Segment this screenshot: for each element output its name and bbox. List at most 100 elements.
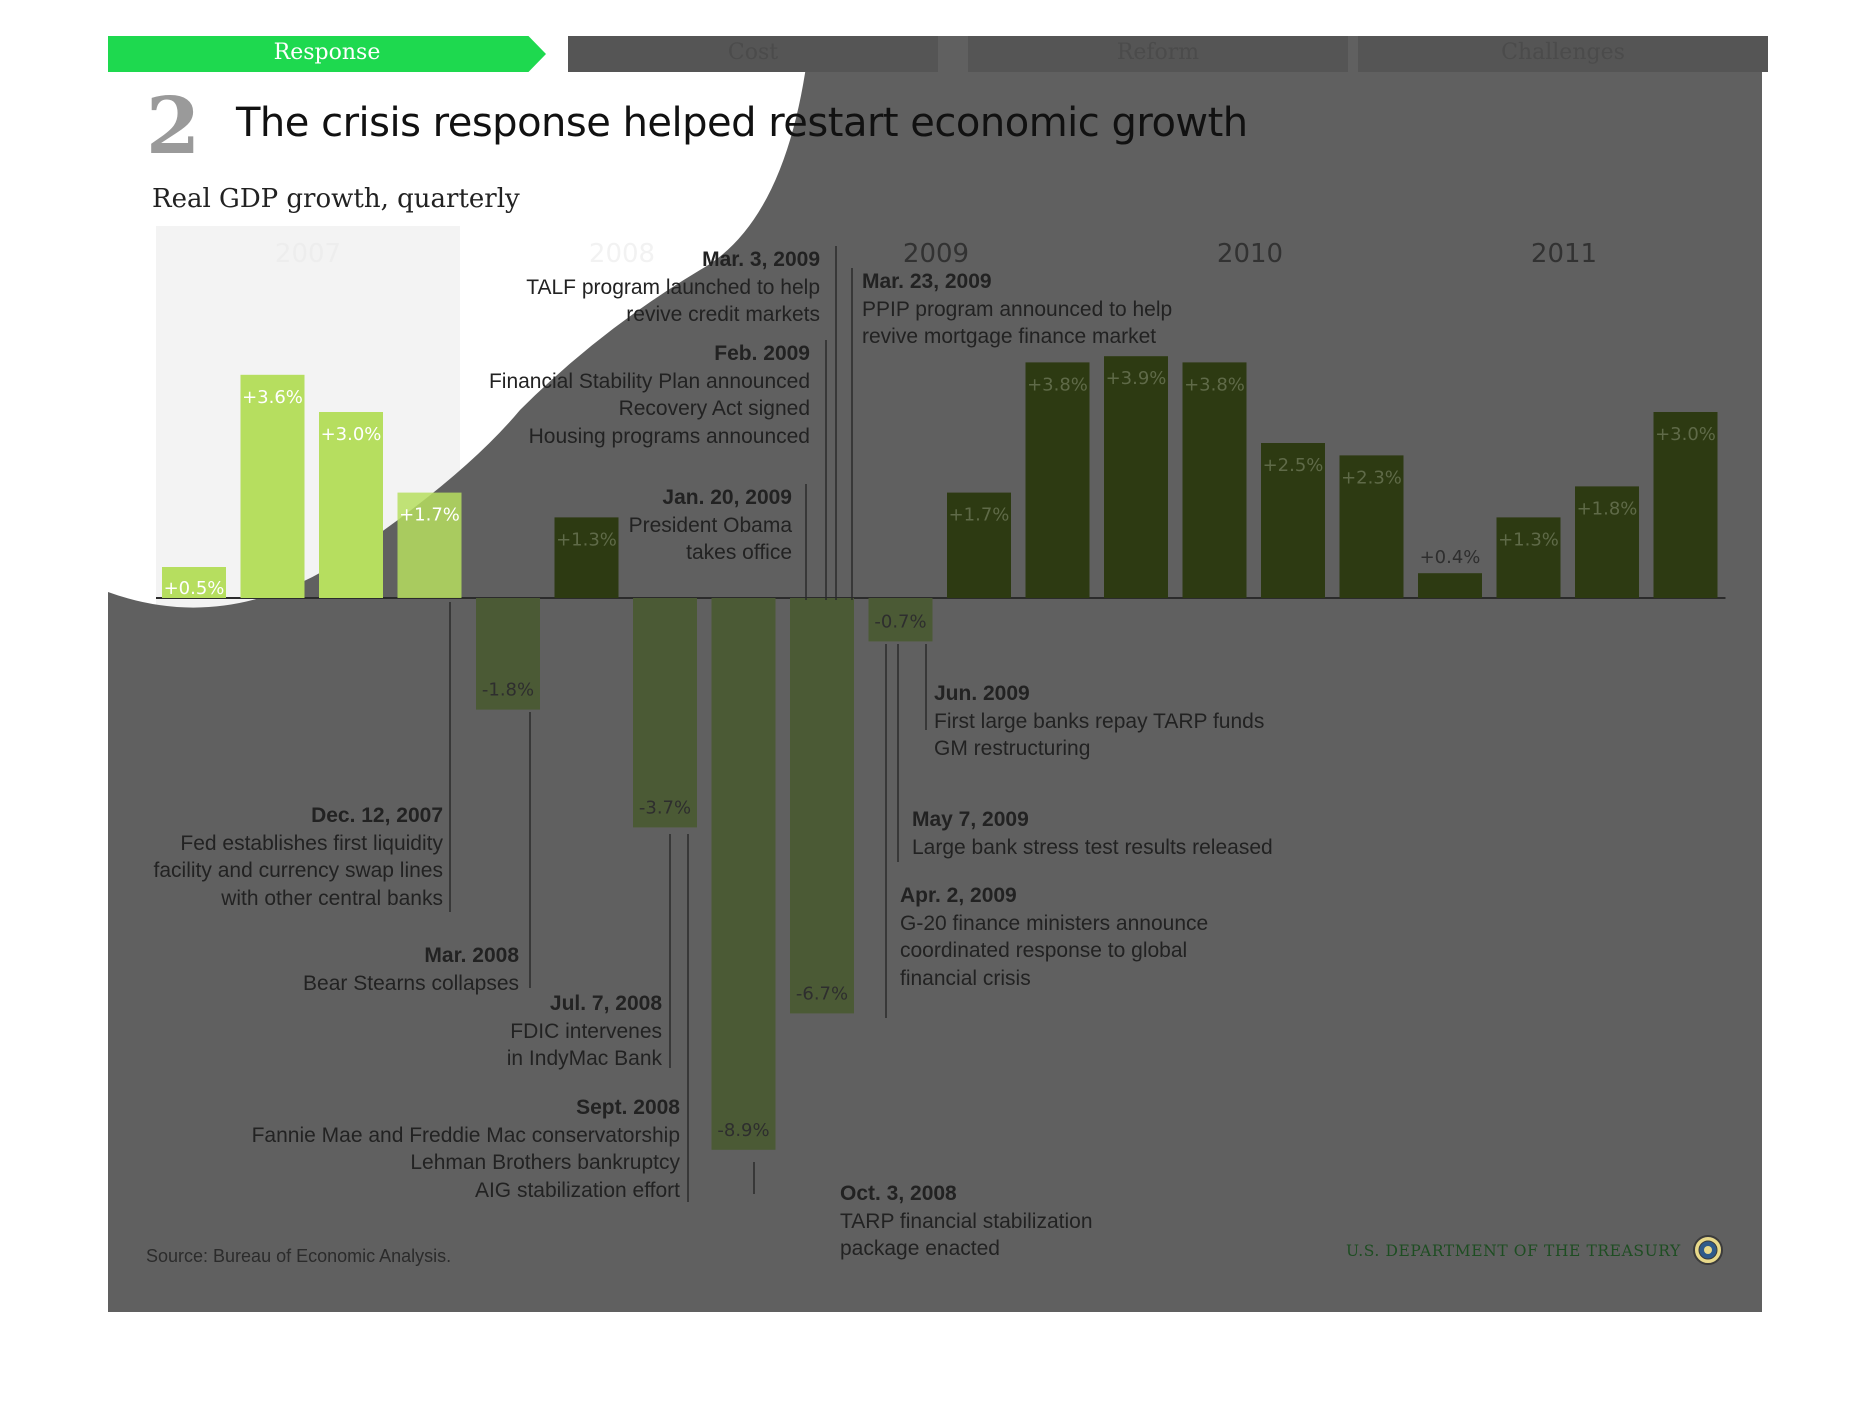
annotation-text: First large banks repay TARP funds <box>934 709 1265 733</box>
bar-2009-q1 <box>790 598 854 1014</box>
annotation-jan-2009: Jan. 20, 2009 President Obama takes office <box>629 484 792 567</box>
annotation-text: in IndyMac Bank <box>506 1047 662 1070</box>
bar-value-label: +1.3% <box>556 529 617 550</box>
bar-value-label: +1.8% <box>1577 498 1638 519</box>
bar-value-label: +0.5% <box>164 578 225 599</box>
annotation-text: Financial Stability Plan announced <box>488 369 810 393</box>
annotation-date: Dec. 12, 2007 <box>311 804 443 827</box>
annotation-mar3-2009: Mar. 3, 2009 TALF program launched to hel… <box>526 246 820 329</box>
bar-value-label: +3.0% <box>321 424 382 445</box>
annotation-date: Mar. 2008 <box>424 944 519 967</box>
bar-value-label: -0.7% <box>874 611 926 632</box>
annotation-text: Recovery Act signed <box>618 397 810 420</box>
annotation-date: Jun. 2009 <box>934 682 1030 705</box>
bar-2008-q1 <box>476 598 540 710</box>
annotation-sept-2008: Sept. 2008 Fannie Mae and Freddie Mac con… <box>252 1094 680 1204</box>
annotation-text: financial crisis <box>900 966 1031 990</box>
bar-2007-q2 <box>240 374 305 598</box>
bar-2007-q3 <box>319 412 383 598</box>
annotation-text: Lehman Brothers bankruptcy <box>410 1151 680 1174</box>
bar-value-label: -6.7% <box>796 983 848 1004</box>
annotation-text: FDIC intervenes <box>510 1019 662 1043</box>
annotation-mar23-2009: Mar. 23, 2009 PPIP program announced to h… <box>862 268 1172 351</box>
tab-challenges[interactable]: Challenges <box>1358 36 1768 72</box>
bar-2011-q1 <box>1418 573 1482 598</box>
annotation-text: Fed establishes first liquidity <box>180 831 443 855</box>
dark-overlay <box>108 36 1762 1312</box>
annotation-text: President Obama <box>628 513 792 537</box>
annotation-date: Apr. 2, 2009 <box>900 884 1017 907</box>
bar-value-label: +3.6% <box>242 387 303 408</box>
chart-subtitle: Real GDP growth, quarterly <box>152 184 520 214</box>
bar-2009-q2 <box>868 598 933 642</box>
annotation-date: Jul. 7, 2008 <box>549 992 662 1015</box>
annotation-apr-2009: Apr. 2, 2009 G-20 finance ministers annou… <box>900 882 1208 992</box>
annotation-feb-2009: Feb. 2009 Financial Stability Plan announ… <box>489 340 810 450</box>
annotation-date: Mar. 23, 2009 <box>862 270 992 293</box>
annotation-may-2009: May 7, 2009 Large bank stress test result… <box>912 806 1273 861</box>
bar-2010-q3 <box>1261 443 1325 598</box>
bar-2011-q3 <box>1575 486 1639 598</box>
annotation-text: TARP financial stabilization <box>840 1209 1093 1233</box>
bar-2009-q4 <box>1025 362 1090 598</box>
annotation-date: Mar. 3, 2009 <box>702 248 820 271</box>
bar-2010-q1 <box>1104 356 1168 598</box>
annotation-text: AIG stabilization effort <box>474 1178 680 1202</box>
bar-value-label: +3.8% <box>1184 374 1245 395</box>
department-name: U.S. DEPARTMENT OF THE TREASURY <box>1346 1242 1681 1260</box>
bar-value-label: +1.7% <box>949 505 1010 526</box>
annotation-text: with other central banks <box>221 886 443 910</box>
annotation-text: Bear Stearns collapses <box>303 971 519 995</box>
annotation-jun-2009: Jun. 2009 First large banks repay TARP fu… <box>934 680 1264 763</box>
tab-reform[interactable]: Reform <box>968 36 1348 72</box>
year-label-2009: 2009 <box>903 239 969 269</box>
bar-2011-q2 <box>1496 517 1561 598</box>
tab-cost[interactable]: Cost <box>568 36 938 72</box>
bar-value-label: +3.9% <box>1106 368 1167 389</box>
annotation-dec-2007: Dec. 12, 2007 Fed establishes first liqui… <box>154 802 443 912</box>
bar-2007-q4 <box>397 492 462 598</box>
bar-value-label: -1.8% <box>482 680 534 701</box>
bar-2009-q3 <box>947 492 1011 598</box>
annotation-text: takes office <box>686 541 792 564</box>
bar-2011-q4 <box>1653 412 1718 598</box>
annotation-text: Fannie Mae and Freddie Mac conservatorsh… <box>251 1123 680 1147</box>
annotation-text: TALF program launched to help <box>526 275 820 299</box>
treasury-seal-icon <box>1693 1235 1723 1265</box>
annotation-date: Oct. 3, 2008 <box>840 1182 957 1205</box>
annotation-jul-2008: Jul. 7, 2008 FDIC intervenes in IndyMac Ba… <box>507 990 662 1073</box>
annotation-text: GM restructuring <box>934 737 1091 760</box>
annotation-text: package enacted <box>840 1237 1000 1260</box>
year-label-2011: 2011 <box>1531 239 1597 269</box>
bar-value-label: +2.5% <box>1263 455 1324 476</box>
annotation-text: PPIP program announced to help <box>862 297 1173 321</box>
source-note: Source: Bureau of Economic Analysis. <box>146 1246 452 1266</box>
bar-2008-q3 <box>633 598 697 828</box>
year-label-2008: 2008 <box>589 239 655 269</box>
bar-value-label: -8.9% <box>717 1120 769 1141</box>
annotation-date: Jan. 20, 2009 <box>662 486 792 509</box>
section-nav: Response Cost Reform Challenges <box>108 36 1768 72</box>
bar-2010-q2 <box>1182 362 1247 598</box>
year-label-2007: 2007 <box>275 239 341 269</box>
bar-value-label: -3.7% <box>639 797 691 818</box>
annotation-text: revive mortgage finance market <box>862 325 1157 348</box>
annotation-date: May 7, 2009 <box>912 808 1029 831</box>
annotation-text: coordinated response to global <box>900 939 1188 962</box>
bar-2008-q4 <box>711 598 776 1150</box>
page-title: The crisis response helped restart econo… <box>236 100 1248 146</box>
bar-2008-q2 <box>554 517 619 598</box>
slide-number: 2 <box>146 81 201 172</box>
year-label-2010: 2010 <box>1217 239 1283 269</box>
bar-value-label: +3.8% <box>1027 374 1088 395</box>
tab-response[interactable]: Response <box>108 36 546 72</box>
bar-2007-q1 <box>162 567 226 598</box>
annotation-text: Large bank stress test results released <box>912 835 1273 859</box>
annotation-date: Sept. 2008 <box>576 1096 680 1119</box>
bar-value-label: +3.0% <box>1655 424 1716 445</box>
annotation-text: revive credit markets <box>626 303 820 326</box>
annotation-text: facility and currency swap lines <box>153 859 443 882</box>
annotation-text: G-20 finance ministers announce <box>900 911 1209 935</box>
